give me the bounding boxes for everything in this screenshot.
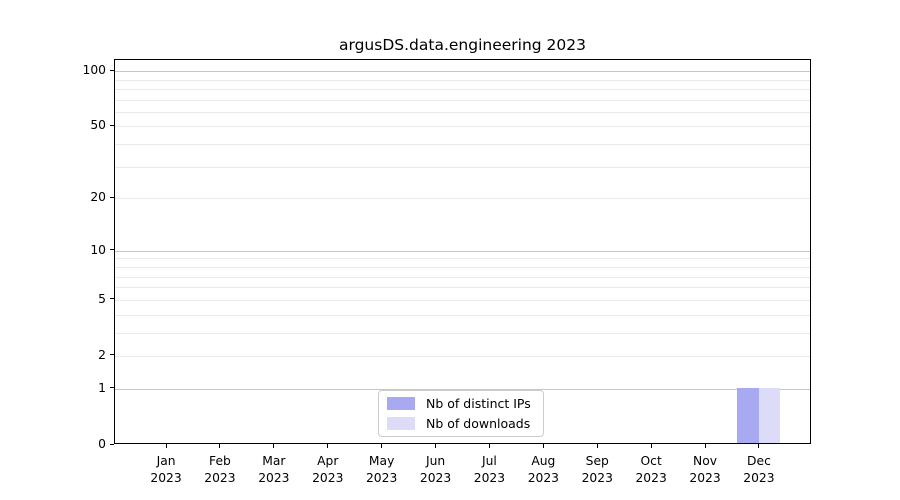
x-tick-label: Nov 2023 [689,454,721,485]
x-tick-label: Dec 2023 [743,454,775,485]
gridline-minor [115,287,810,289]
y-tick-label: 20 [90,190,106,205]
y-tick-label: 1 [98,380,106,395]
y-axis-tick [110,196,114,198]
gridline-minor [115,126,810,128]
x-axis-tick [435,444,437,448]
x-axis-tick [596,444,598,448]
gridline-minor [115,79,810,81]
y-axis-tick [110,354,114,356]
x-tick-label: Feb 2023 [204,454,236,485]
y-tick-label: 100 [82,63,106,78]
bar-distinct-ips [737,387,759,443]
legend: Nb of distinct IPs Nb of downloads [378,390,544,437]
gridline-minor [115,276,810,278]
gridline-minor [115,111,810,113]
y-tick-label: 10 [90,242,106,257]
x-axis-tick [165,444,167,448]
y-axis-tick [110,69,114,71]
x-tick-label: Apr 2023 [312,454,344,485]
x-tick-label: Jan 2023 [150,454,182,485]
x-tick-label: May 2023 [365,454,398,485]
gridline-minor [115,99,810,101]
y-tick-label: 0 [98,437,106,451]
legend-label-downloads: Nb of downloads [426,416,531,431]
x-axis-tick [273,444,275,448]
x-axis-tick [327,444,329,448]
gridline-minor [115,258,810,260]
y-tick-label: 50 [90,118,106,133]
x-tick-label: Mar 2023 [258,454,290,485]
gridline-minor [115,355,810,357]
x-axis-tick [488,444,490,448]
legend-swatch-distinct-ips-icon [387,397,415,410]
gridline-minor [115,198,810,200]
x-tick-label: Jun 2023 [419,454,452,485]
legend-item-downloads: Nb of downloads [387,416,535,431]
x-axis-tick [704,444,706,448]
y-axis-tick [110,124,114,126]
x-tick-label: Jul 2023 [473,454,506,485]
gridline-minor [115,314,810,316]
gridline-major [115,71,810,73]
y-tick-label: 2 [98,347,106,362]
chart-title: argusDS.data.engineering 2023 [339,36,586,54]
gridline-minor [115,266,810,268]
y-axis-tick [110,298,114,300]
y-axis-tick [110,249,114,251]
x-axis-tick [381,444,383,448]
x-axis-tick [219,444,221,448]
plot-area [114,59,811,444]
x-tick-label: Sep 2023 [581,454,613,485]
gridline-minor [115,88,810,90]
x-tick-label: Oct 2023 [635,454,667,485]
gridline-minor [115,144,810,146]
y-axis-tick [110,443,114,445]
x-tick-label: Aug 2023 [527,454,559,485]
y-tick-label: 5 [98,291,106,306]
gridline-major [115,250,810,252]
x-axis-tick [542,444,544,448]
legend-item-distinct-ips: Nb of distinct IPs [387,396,535,411]
x-axis-tick [650,444,652,448]
gridline-major [115,388,810,390]
legend-label-distinct-ips: Nb of distinct IPs [426,396,531,411]
gridline-minor [115,332,810,334]
x-axis-tick [758,444,760,448]
legend-swatch-downloads-icon [387,417,415,430]
y-axis-tick [110,387,114,389]
bar-downloads [758,387,781,443]
gridline-minor [115,299,810,301]
gridline-minor [115,166,810,168]
